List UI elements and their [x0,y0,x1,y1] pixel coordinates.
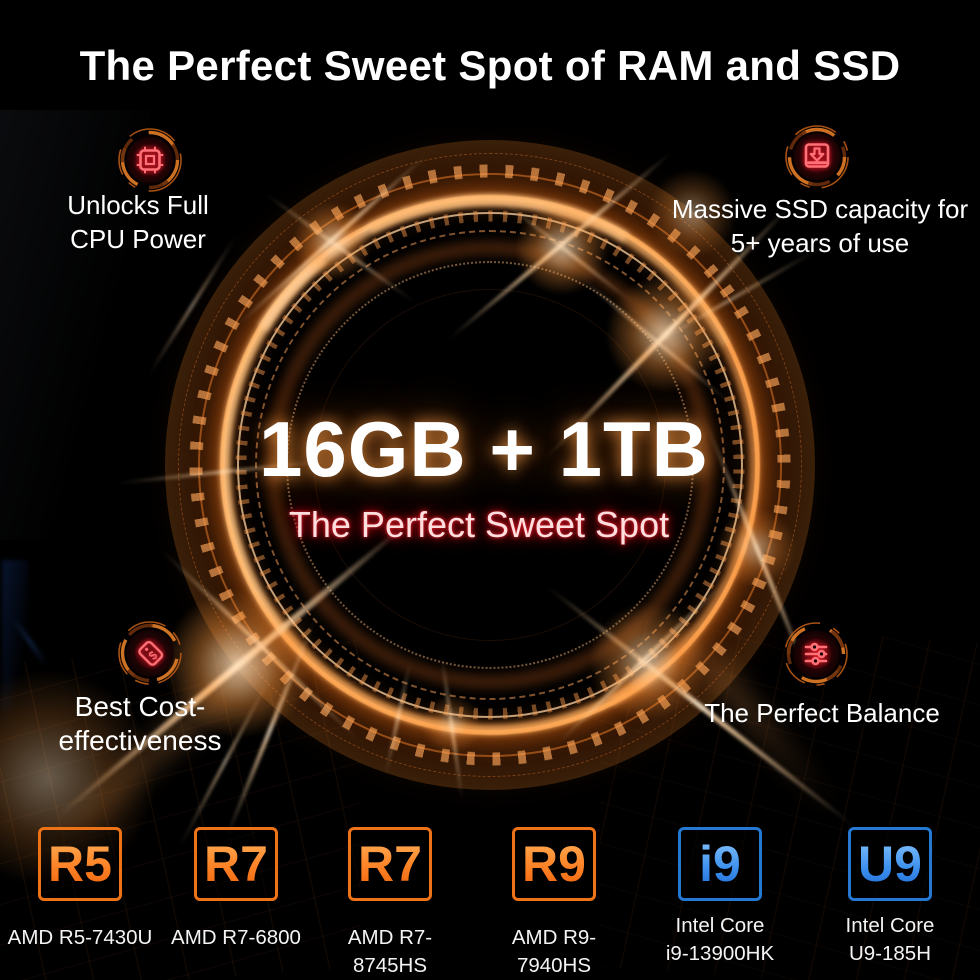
processor-r5-7430u: R5 AMD R5-7430U [5,827,155,952]
processor-u9-185h: U9 Intel Core U9-185H [815,827,965,968]
flare-blob [422,694,482,754]
background-blue-streak [2,560,28,710]
sliders-icon [781,619,851,689]
chip-label-line: i9-13900HK [665,942,775,965]
chip-text: U9 [858,836,922,892]
page-title: The Perfect Sweet Spot of RAM and SSD [79,42,901,89]
chip-badge: R5 [38,827,122,901]
processor-r9-7940hs: R9 AMD R9-7940HS [479,827,629,980]
processor-r7-6800: R7 AMD R7-6800 [161,827,311,952]
ssd-download-icon [782,122,852,192]
feature-line: Massive SSD capacity for [671,194,969,224]
ring-circle [178,153,802,777]
chip-badge: R7 [194,827,278,901]
feature-cpu-label: Unlocks Full CPU Power [0,188,276,256]
background-panel [0,110,150,540]
flare-blob [514,200,610,296]
chip-text: R7 [358,836,422,892]
chip-text: R7 [204,836,268,892]
chip-label-line: AMD R7-8745HS [347,926,433,977]
feature-ssd-label: Massive SSD capacity for 5+ years of use [655,192,980,260]
chip-text: i9 [699,836,741,892]
chip-label-line: Intel Core [675,914,765,937]
chip-badge: U9 [848,827,932,901]
chip-label: Intel Core i9-13900HK [645,912,795,968]
chip-label: AMD R7-6800 [161,924,311,952]
chip-badge: R7 [348,827,432,901]
cpu-chip-icon [115,125,185,195]
flare-blob [647,169,737,259]
chip-label-line: AMD R7-6800 [171,926,301,949]
flare-blob [605,274,725,394]
chip-label-line: AMD R9-7940HS [511,926,597,977]
price-tag-icon: $ [115,618,185,688]
chip-label-line: U9-185H [848,942,932,965]
chip-label-line: Intel Core [845,914,935,937]
flare-blob [163,589,313,739]
flare-blob [716,508,796,588]
flare-blob [292,202,372,282]
feature-line: 5+ years of use [730,228,910,258]
chip-label: AMD R9-7940HS [479,924,629,980]
feature-line: The Perfect Balance [704,698,940,728]
ring-circle [237,212,743,718]
feature-line: CPU Power [70,224,206,254]
feature-line: Best Cost- [74,691,206,722]
processor-i9-13900hk: i9 Intel Core i9-13900HK [645,827,795,968]
chip-badge: R9 [512,827,596,901]
flare-blob [588,602,708,722]
chip-text: R9 [522,836,586,892]
ram-ssd-headline: 16GB + 1TB [258,405,709,493]
feature-balance-label: The Perfect Balance [662,696,980,730]
feature-cost-label: Best Cost- effectiveness [0,690,280,758]
chip-text: R5 [48,836,112,892]
processor-r7-8745hs: R7 AMD R7-8745HS [315,827,465,980]
chip-label: AMD R7-8745HS [315,924,465,980]
ring-circle [220,195,760,735]
chip-label: Intel Core U9-185H [815,912,965,968]
chip-label: AMD R5-7430U [5,924,155,952]
sweet-spot-subline: The Perfect Sweet Spot [288,504,670,545]
feature-line: Unlocks Full [67,190,209,220]
chip-badge: i9 [678,827,762,901]
chip-label-line: AMD R5-7430U [7,926,153,949]
feature-line: effectiveness [58,725,222,756]
